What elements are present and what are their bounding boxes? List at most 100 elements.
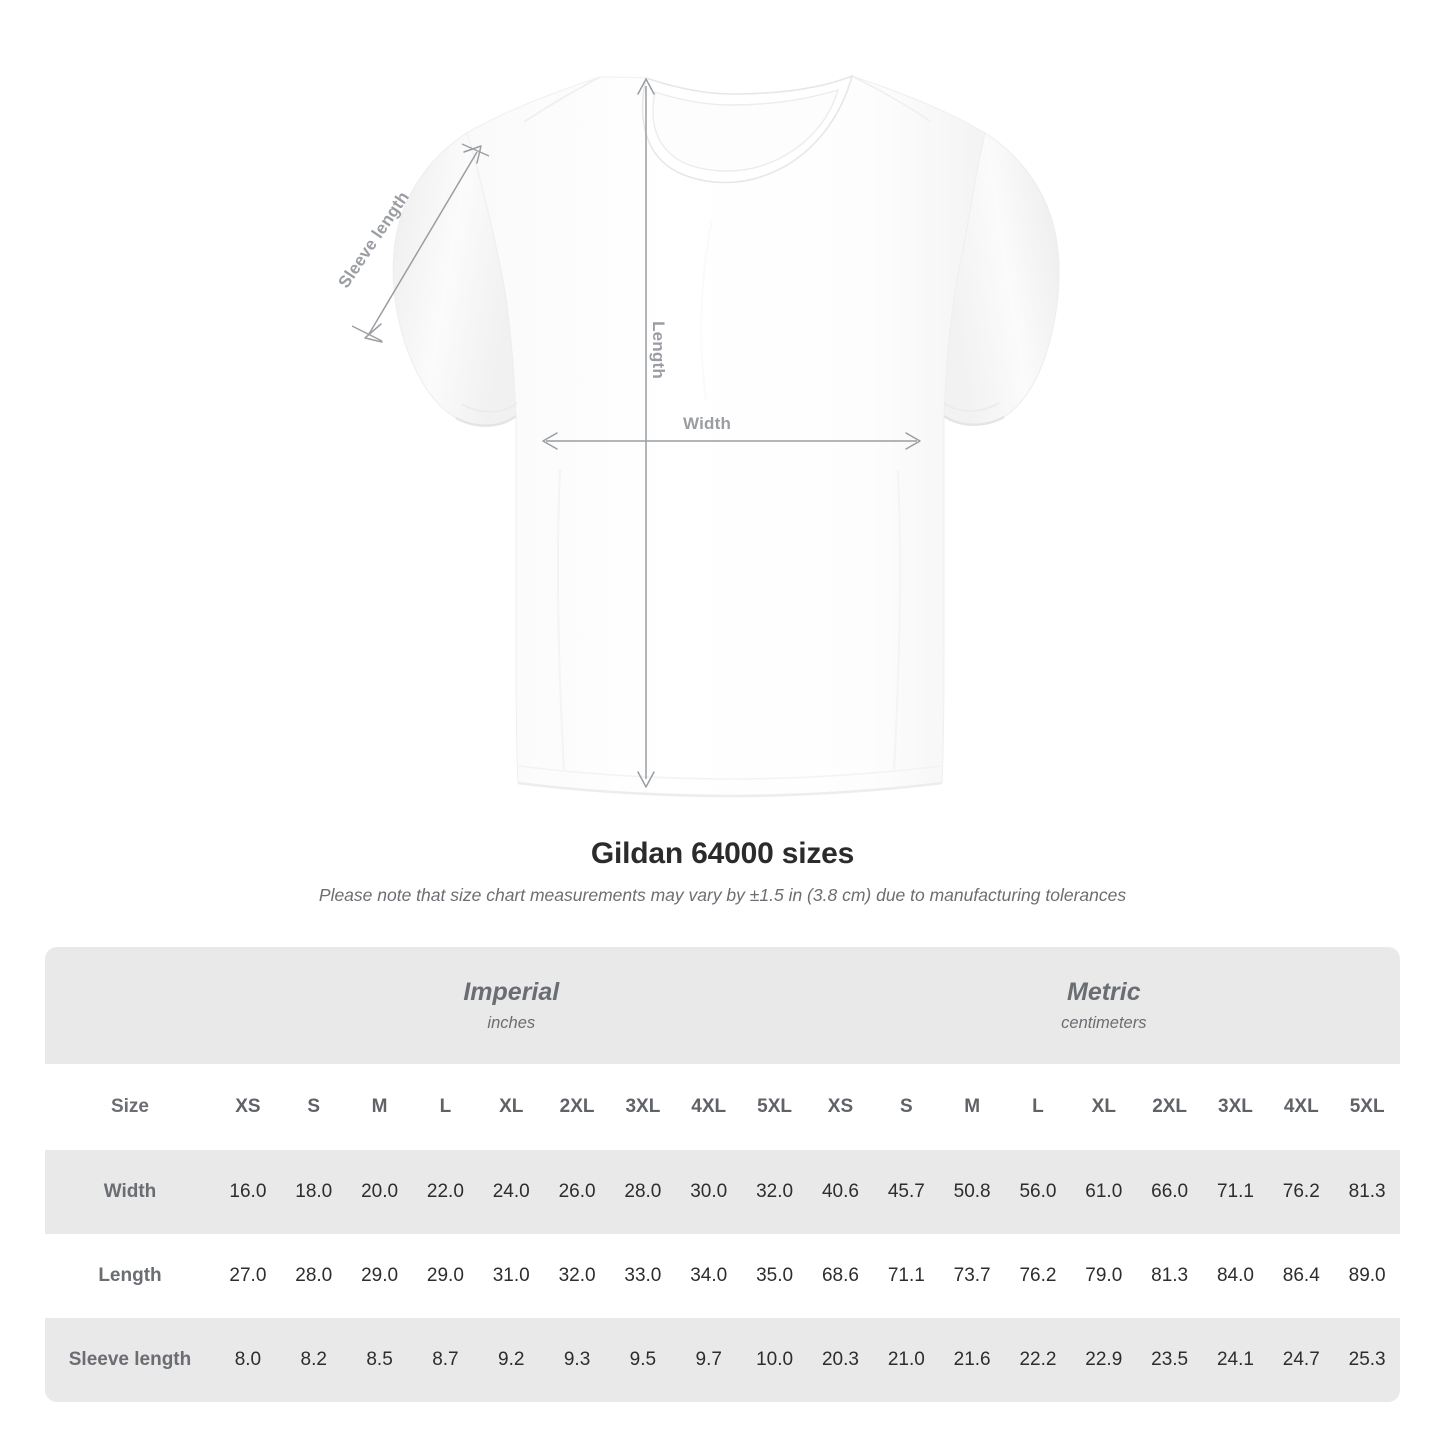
measurement-cell: 29.0 xyxy=(412,1234,479,1318)
size-column-header: 3XL xyxy=(609,1064,676,1150)
table-row: Width 16.0 18.0 20.0 22.0 24.0 26.0 28.0 30.0 32.… xyxy=(45,1150,1401,1234)
tshirt-illustration xyxy=(351,74,1060,798)
measurement-cell: 28.0 xyxy=(609,1150,676,1234)
table-row: Sleeve length 8.0 8.2 8.5 8.7 9.2 9.3 9.5 9.7 10.… xyxy=(45,1318,1401,1402)
size-column-header: 3XL xyxy=(1202,1064,1269,1150)
size-chart-table: Imperial inches Metric centimeters Size XS S M L… xyxy=(45,947,1401,1402)
size-column-header: 2XL xyxy=(1136,1064,1203,1150)
measurement-cell: 8.2 xyxy=(280,1318,347,1402)
size-column-header: 5XL xyxy=(1334,1064,1401,1150)
measurement-cell: 84.0 xyxy=(1202,1234,1269,1318)
measurement-cell: 26.0 xyxy=(544,1150,610,1234)
measurement-cell: 32.0 xyxy=(741,1150,808,1234)
measurement-cell: 76.2 xyxy=(1268,1150,1335,1234)
measurement-cell: 9.5 xyxy=(609,1318,676,1402)
table-corner-cell xyxy=(45,947,215,1064)
size-header-row: Size XS S M L XL 2XL 3XL 4XL 5XL XS S M L XL 2XL 3XL 4XL 5… xyxy=(45,1064,1401,1150)
measurement-cell: 56.0 xyxy=(1005,1150,1071,1234)
measurement-cell: 22.9 xyxy=(1070,1318,1137,1402)
measurement-cell: 34.0 xyxy=(675,1234,742,1318)
measurement-cell: 81.3 xyxy=(1334,1150,1401,1234)
measurement-cell: 21.0 xyxy=(873,1318,940,1402)
measurement-cell: 35.0 xyxy=(741,1234,808,1318)
size-chart-table-container: Imperial inches Metric centimeters Size XS S M L… xyxy=(45,947,1401,1402)
measurement-row-label: Width xyxy=(45,1150,215,1234)
measurement-cell: 66.0 xyxy=(1136,1150,1203,1234)
unit-group-header-metric: Metric centimeters xyxy=(807,947,1401,1064)
measurement-cell: 9.7 xyxy=(675,1318,742,1402)
size-column-header: 4XL xyxy=(675,1064,742,1150)
measurement-cell: 24.0 xyxy=(478,1150,545,1234)
size-column-header: L xyxy=(1005,1064,1071,1150)
measurement-cell: 20.3 xyxy=(807,1318,874,1402)
measurement-cell: 86.4 xyxy=(1268,1234,1335,1318)
measurement-row-label: Length xyxy=(45,1234,215,1318)
unit-group-header-imperial: Imperial inches xyxy=(215,947,808,1064)
shirt-body-shape xyxy=(392,74,1060,798)
size-column-header: M xyxy=(939,1064,1006,1150)
measurement-cell: 31.0 xyxy=(478,1234,545,1318)
measurement-cell: 32.0 xyxy=(544,1234,610,1318)
size-column-header: 2XL xyxy=(544,1064,610,1150)
table-row: Length 27.0 28.0 29.0 29.0 31.0 32.0 33.0 34.0 35… xyxy=(45,1234,1401,1318)
size-column-header: XL xyxy=(478,1064,545,1150)
size-column-header: S xyxy=(873,1064,940,1150)
unit-group-unit: inches xyxy=(487,1013,536,1032)
measurement-cell: 89.0 xyxy=(1334,1234,1401,1318)
measurement-cell: 71.1 xyxy=(1202,1150,1269,1234)
measurement-cell: 29.0 xyxy=(346,1234,413,1318)
tshirt-diagram: Sleeve length Length Width xyxy=(334,74,1060,798)
measurement-cell: 16.0 xyxy=(215,1150,281,1234)
chart-heading: Gildan 64000 sizes Please note that size… xyxy=(0,836,1445,907)
size-column-header: 5XL xyxy=(741,1064,808,1150)
measurement-cell: 8.5 xyxy=(346,1318,413,1402)
size-column-header: XL xyxy=(1070,1064,1137,1150)
measurement-cell: 81.3 xyxy=(1136,1234,1203,1318)
measurement-cell: 8.7 xyxy=(412,1318,479,1402)
size-column-header: XS xyxy=(215,1064,281,1150)
unit-group-unit: centimeters xyxy=(1061,1013,1147,1032)
width-dimension-arrow xyxy=(542,432,921,450)
measurement-cell: 8.0 xyxy=(215,1318,281,1402)
measurement-cell: 10.0 xyxy=(741,1318,808,1402)
unit-group-header-row: Imperial inches Metric centimeters xyxy=(45,947,1401,1064)
length-dimension-arrow xyxy=(637,78,655,788)
measurement-cell: 45.7 xyxy=(873,1150,940,1234)
size-column-header: XS xyxy=(807,1064,874,1150)
size-column-header: 4XL xyxy=(1268,1064,1335,1150)
measurement-cell: 20.0 xyxy=(346,1150,413,1234)
measurement-cell: 24.1 xyxy=(1202,1318,1269,1402)
measurement-cell: 18.0 xyxy=(280,1150,347,1234)
measurement-cell: 40.6 xyxy=(807,1150,874,1234)
size-header-label: Size xyxy=(45,1064,215,1150)
measurement-cell: 30.0 xyxy=(675,1150,742,1234)
length-label: Length xyxy=(648,321,668,379)
unit-group-name: Metric xyxy=(1067,978,1141,1007)
measurement-cell: 24.7 xyxy=(1268,1318,1335,1402)
measurement-cell: 27.0 xyxy=(215,1234,281,1318)
measurement-cell: 25.3 xyxy=(1334,1318,1401,1402)
sleeve-length-dimension-arrow xyxy=(351,143,490,343)
measurement-cell: 33.0 xyxy=(609,1234,676,1318)
unit-group-name: Imperial xyxy=(463,978,560,1007)
measurement-cell: 50.8 xyxy=(939,1150,1006,1234)
tolerance-note: Please note that size chart measurements… xyxy=(318,885,1127,905)
measurement-cell: 61.0 xyxy=(1070,1150,1137,1234)
width-label: Width xyxy=(683,414,732,433)
measurement-cell: 22.2 xyxy=(1005,1318,1071,1402)
size-column-header: L xyxy=(412,1064,479,1150)
size-column-header: M xyxy=(346,1064,413,1150)
measurement-cell: 23.5 xyxy=(1136,1318,1203,1402)
measurement-cell: 28.0 xyxy=(280,1234,347,1318)
measurement-cell: 76.2 xyxy=(1005,1234,1071,1318)
page-title: Gildan 64000 sizes xyxy=(590,837,855,870)
measurement-cell: 68.6 xyxy=(807,1234,874,1318)
measurement-cell: 21.6 xyxy=(939,1318,1006,1402)
measurement-row-label: Sleeve length xyxy=(45,1318,215,1402)
measurement-cell: 73.7 xyxy=(939,1234,1006,1318)
measurement-cell: 22.0 xyxy=(412,1150,479,1234)
measurement-cell: 9.2 xyxy=(478,1318,545,1402)
measurement-cell: 79.0 xyxy=(1070,1234,1137,1318)
size-column-header: S xyxy=(280,1064,347,1150)
measurement-cell: 9.3 xyxy=(544,1318,610,1402)
